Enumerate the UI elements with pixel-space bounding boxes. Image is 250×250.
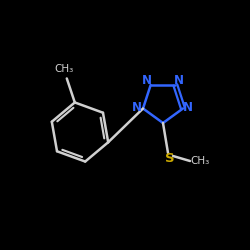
Text: CH₃: CH₃ — [54, 64, 74, 74]
Text: S: S — [165, 152, 175, 164]
Text: N: N — [142, 74, 152, 86]
Text: N: N — [183, 101, 193, 114]
Text: N: N — [132, 101, 142, 114]
Text: N: N — [174, 74, 184, 86]
Text: CH₃: CH₃ — [190, 156, 210, 166]
